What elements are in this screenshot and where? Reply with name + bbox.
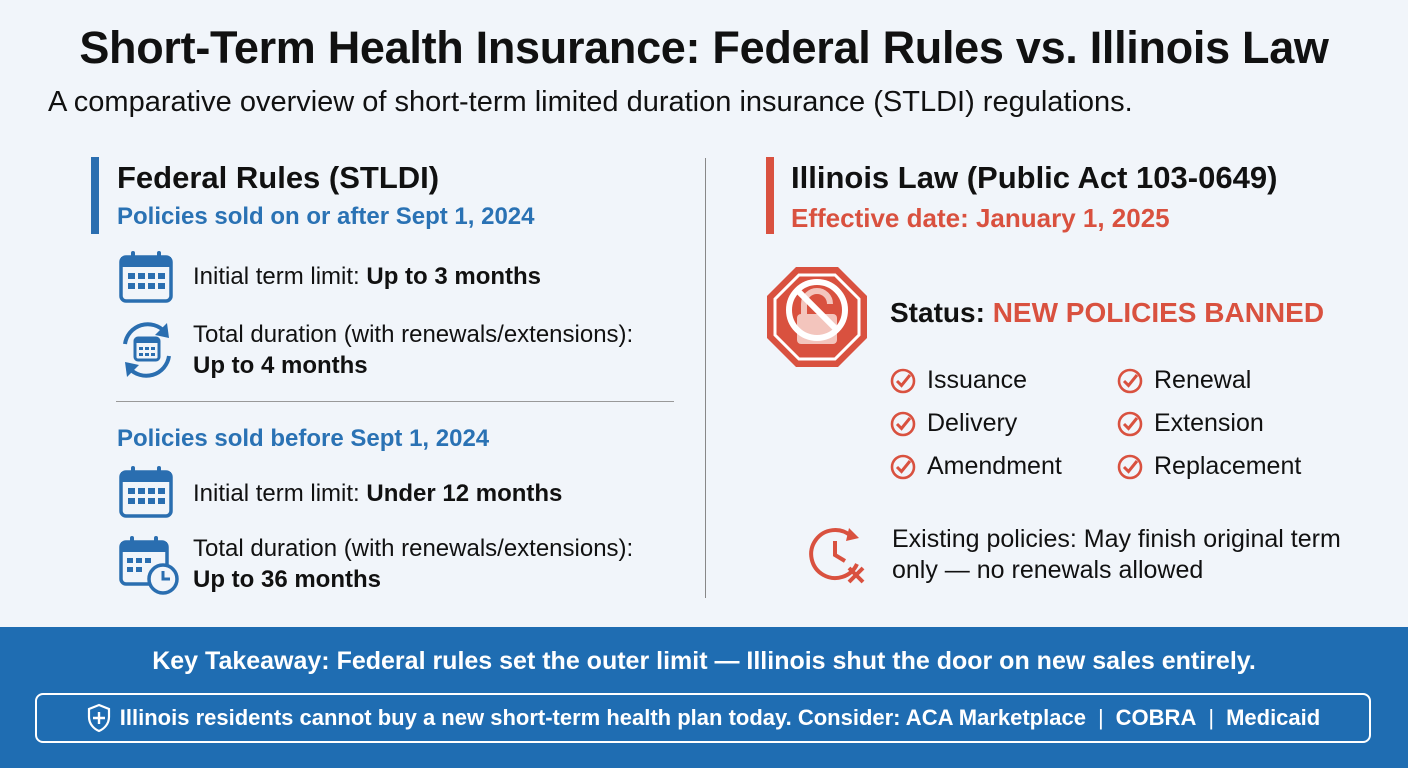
row-value: Up to 4 months — [193, 352, 368, 379]
banned-item: Replacement — [1116, 452, 1301, 481]
page-title: Short-Term Health Insurance: Federal Rul… — [79, 22, 1329, 73]
banned-item-label: Amendment — [927, 452, 1062, 480]
check-circle-icon — [890, 454, 916, 479]
clock-cancel-icon — [809, 528, 865, 584]
check-circle-icon — [1117, 411, 1143, 436]
check-circle-icon — [890, 411, 916, 436]
banned-item: Extension — [1116, 409, 1264, 438]
row-label: Initial term limit: — [193, 263, 367, 290]
federal-divider — [116, 401, 674, 402]
banned-item: Delivery — [889, 409, 1017, 438]
row-label: Initial term limit: — [193, 480, 367, 507]
row-value: Under 12 months — [366, 480, 563, 507]
check-circle-icon — [890, 368, 916, 393]
federal-group2-label: Policies sold before Sept 1, 2024 — [117, 425, 490, 452]
row-value: Up to 36 months — [193, 566, 382, 593]
option-cobra: COBRA — [1115, 705, 1197, 730]
federal-group1-row1: Initial term limit: Up to 3 months — [193, 261, 541, 292]
existing-policies-note: Existing policies: May finish original t… — [892, 525, 1341, 584]
federal-group1-label: Policies sold on or after Sept 1, 2024 — [117, 203, 535, 230]
federal-group1-row2: Total duration (with renewals/extensions… — [193, 319, 633, 381]
federal-group2-row2: Total duration (with renewals/extensions… — [193, 533, 633, 595]
calendar-icon — [119, 251, 173, 303]
note-text: Illinois residents cannot buy a new shor… — [119, 705, 1086, 730]
calendar-clock-icon — [119, 536, 179, 595]
check-circle-icon — [1117, 454, 1143, 479]
federal-section-title: Federal Rules (STLDI) — [117, 160, 440, 195]
separator: | — [1097, 705, 1104, 730]
banned-item-label: Delivery — [927, 409, 1018, 437]
banned-item-label: Issuance — [927, 366, 1028, 394]
page-subtitle: A comparative overview of short-term lim… — [48, 86, 1133, 118]
banned-item: Renewal — [1116, 366, 1251, 395]
banned-item: Amendment — [889, 452, 1062, 481]
federal-group2-row1: Initial term limit: Under 12 months — [193, 478, 562, 509]
status-value: NEW POLICIES BANNED — [992, 297, 1325, 328]
federal-accent-bar — [91, 157, 99, 234]
calendar-renew-icon — [123, 322, 171, 378]
key-takeaway: Key Takeaway: Federal rules set the oute… — [152, 647, 1256, 675]
footer-banner: Key Takeaway: Federal rules set the oute… — [0, 627, 1408, 768]
row-label: Total duration (with renewals/extensions… — [193, 535, 634, 562]
illinois-accent-bar — [766, 157, 774, 234]
column-divider — [705, 158, 706, 598]
illinois-section-title: Illinois Law (Public Act 103-0649) — [791, 160, 1278, 195]
status-label: Status: — [890, 297, 993, 328]
illinois-effective-date: Effective date: January 1, 2025 — [791, 203, 1170, 233]
banned-item: Issuance — [889, 366, 1027, 395]
illinois-status: Status: NEW POLICIES BANNED — [890, 297, 1324, 329]
row-label: Total duration (with renewals/extensions… — [193, 321, 634, 348]
banned-item-label: Replacement — [1154, 452, 1302, 480]
shield-plus-icon — [87, 703, 110, 733]
separator: | — [1208, 705, 1215, 730]
option-medicaid: Medicaid — [1226, 705, 1321, 730]
check-circle-icon — [1117, 368, 1143, 393]
calendar-icon — [119, 466, 173, 518]
alternatives-note: Illinois residents cannot buy a new shor… — [35, 693, 1371, 743]
banned-lock-icon — [767, 267, 867, 367]
row-value: Up to 3 months — [366, 263, 542, 290]
banned-item-label: Extension — [1154, 409, 1264, 437]
banned-item-label: Renewal — [1154, 366, 1252, 394]
